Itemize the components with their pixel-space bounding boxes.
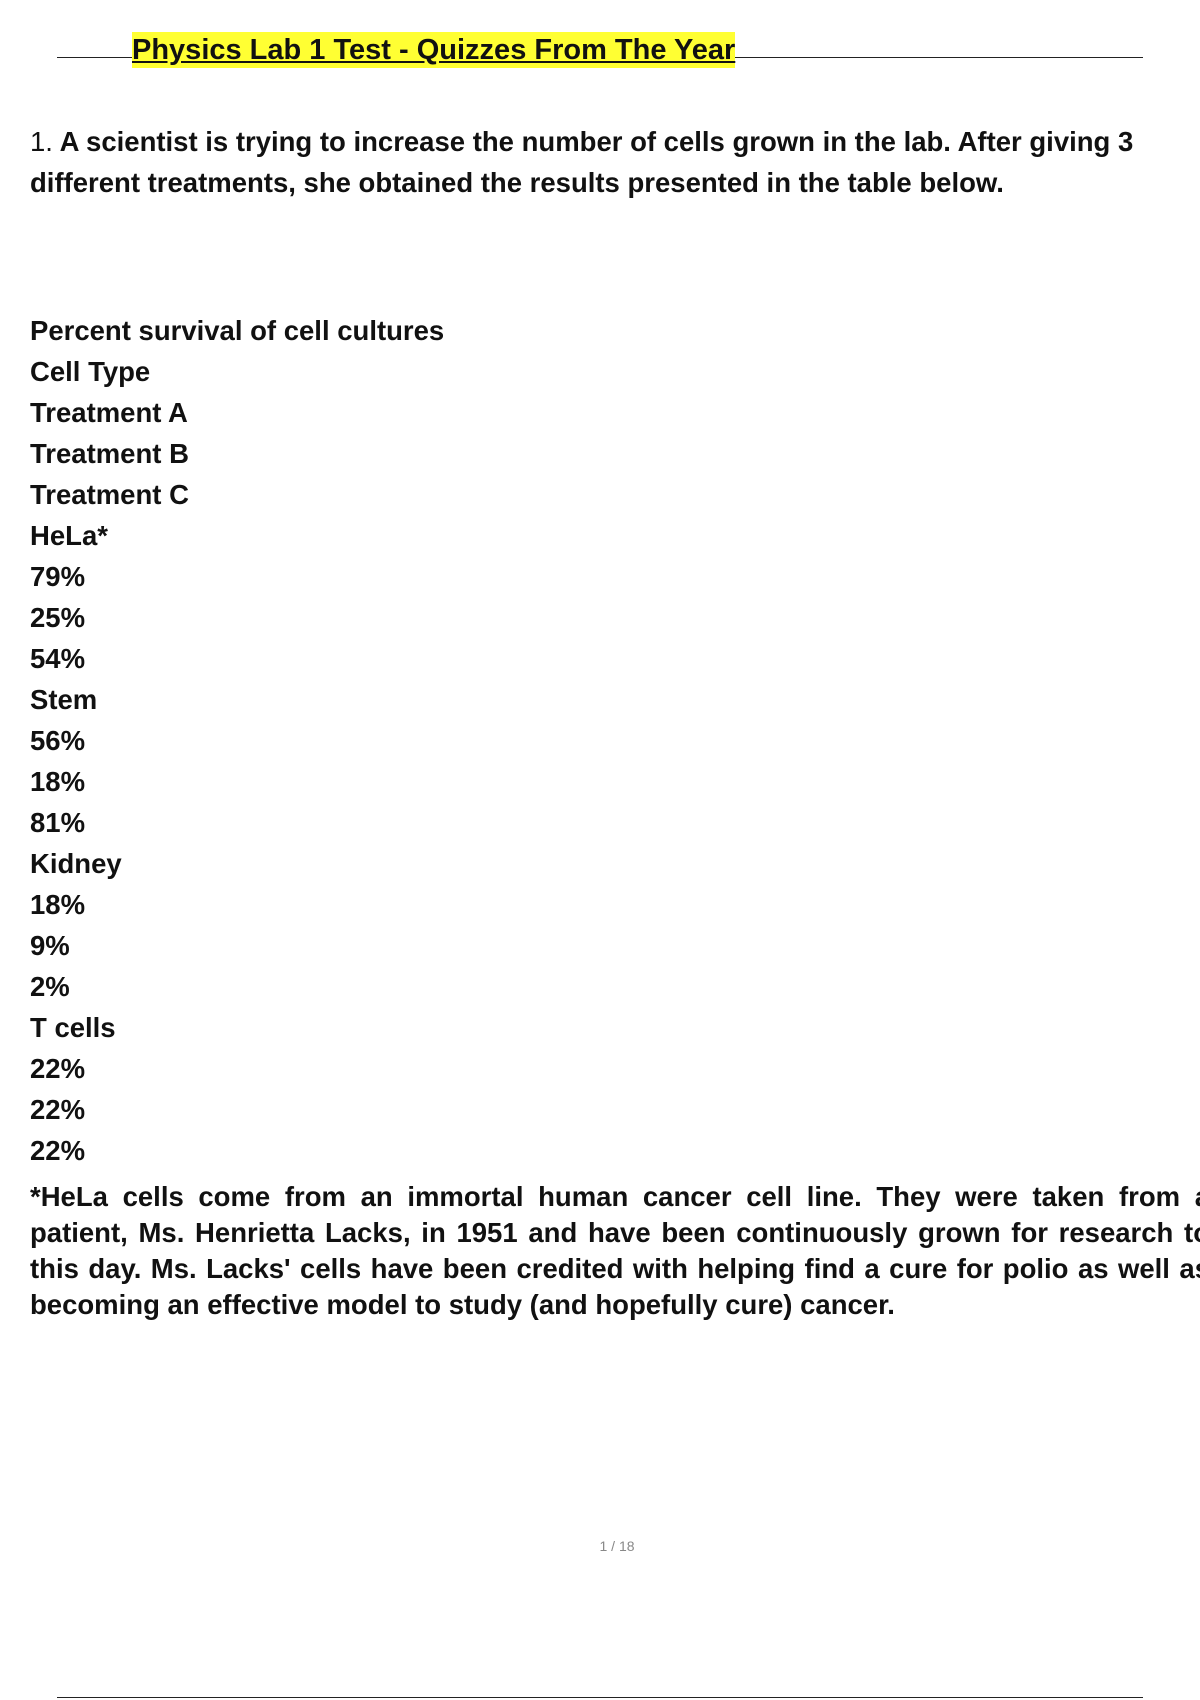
footer-rule	[57, 1697, 1143, 1698]
question-number: 1.	[30, 126, 53, 157]
footnote: *HeLa cells come from an immortal human …	[30, 1181, 1200, 1320]
table-cell: 18%	[30, 889, 86, 920]
question-text: A scientist is trying to increase the nu…	[30, 126, 1134, 198]
page-number: 1 / 18	[599, 1538, 635, 1554]
table-cell: Kidney	[30, 848, 122, 879]
table-cell: T cells	[30, 1012, 116, 1043]
table-caption: Percent survival of cell cultures	[30, 315, 445, 346]
table-cell: 79%	[30, 561, 86, 592]
table-cell: 54%	[30, 643, 86, 674]
table-cell: 22%	[30, 1135, 86, 1166]
table-cell: 81%	[30, 807, 86, 838]
table-cell: HeLa*	[30, 520, 108, 551]
header-title: Physics Lab 1 Test - Quizzes From The Ye…	[132, 32, 736, 68]
table-cell: 22%	[30, 1053, 86, 1084]
table-cell: 56%	[30, 725, 86, 756]
table-cell: 25%	[30, 602, 86, 633]
table-cell: 9%	[30, 930, 70, 961]
table-cell: 22%	[30, 1094, 86, 1125]
question: 1. A scientist is trying to increase the…	[30, 121, 1200, 203]
table-header-cell: Treatment A	[30, 397, 188, 428]
table-cell: Stem	[30, 684, 98, 715]
table-header-cell: Treatment C	[30, 479, 189, 510]
table-cell: 2%	[30, 971, 70, 1002]
table-cell: 18%	[30, 766, 86, 797]
table-header-cell: Treatment B	[30, 438, 189, 469]
table-header-cell: Cell Type	[30, 356, 151, 387]
